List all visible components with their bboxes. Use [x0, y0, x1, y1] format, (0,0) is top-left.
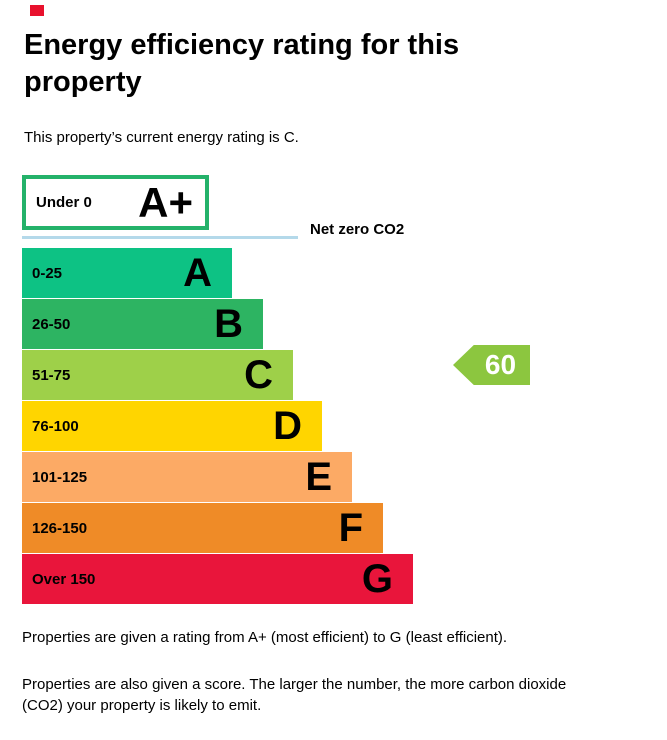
band-range-label: 0-25 [32, 264, 63, 282]
band-range-label: 51-75 [32, 366, 71, 384]
rating-bands: 0-25 A 26-50 B 51-75 C 76-100 D 101-125 … [22, 248, 413, 605]
band-letter: G [361, 557, 393, 601]
current-rating-summary: This property’s current energy rating is… [24, 129, 299, 146]
band-letter: C [244, 353, 273, 397]
rating-band-b: 26-50 B [22, 299, 263, 349]
rating-band-c: 51-75 C [22, 350, 293, 400]
rating-band-e: 101-125 E [22, 452, 352, 502]
rating-band-f: 126-150 F [22, 503, 383, 553]
band-range-label: 76-100 [32, 417, 79, 435]
band-letter: D [273, 404, 302, 448]
rating-band-g: Over 150 G [22, 554, 413, 604]
band-letter: F [338, 506, 363, 550]
band-range-label: 126-150 [32, 519, 88, 537]
net-zero-line [22, 236, 298, 239]
footer-para-1: Properties are given a rating from A+ (m… [22, 629, 508, 646]
band-letter: A+ [138, 178, 193, 226]
rating-band-a: 0-25 A [22, 248, 232, 298]
band-letter: B [214, 302, 243, 346]
epc-chart: Under 0 A+ Net zero CO2 0-25 A 26-50 B 5… [22, 175, 662, 605]
current-score-arrow: 60 [453, 345, 530, 385]
current-score-value: 60 [484, 349, 517, 380]
band-range-label: Over 150 [32, 570, 96, 588]
net-zero-label: Net zero CO2 [310, 221, 405, 238]
rating-band-d: 76-100 D [22, 401, 322, 451]
red-marker [30, 5, 44, 16]
band-letter: A [183, 251, 212, 295]
rating-band-a-plus: Under 0 A+ [22, 175, 209, 230]
band-range-label: 101-125 [32, 468, 88, 486]
band-range-label: Under 0 [36, 194, 92, 211]
footer-para-2: Properties are also given a score. The l… [22, 676, 567, 714]
band-letter: E [305, 455, 332, 499]
band-range-label: 26-50 [32, 315, 71, 333]
page-title: Energy efficiency rating for this proper… [24, 29, 460, 98]
